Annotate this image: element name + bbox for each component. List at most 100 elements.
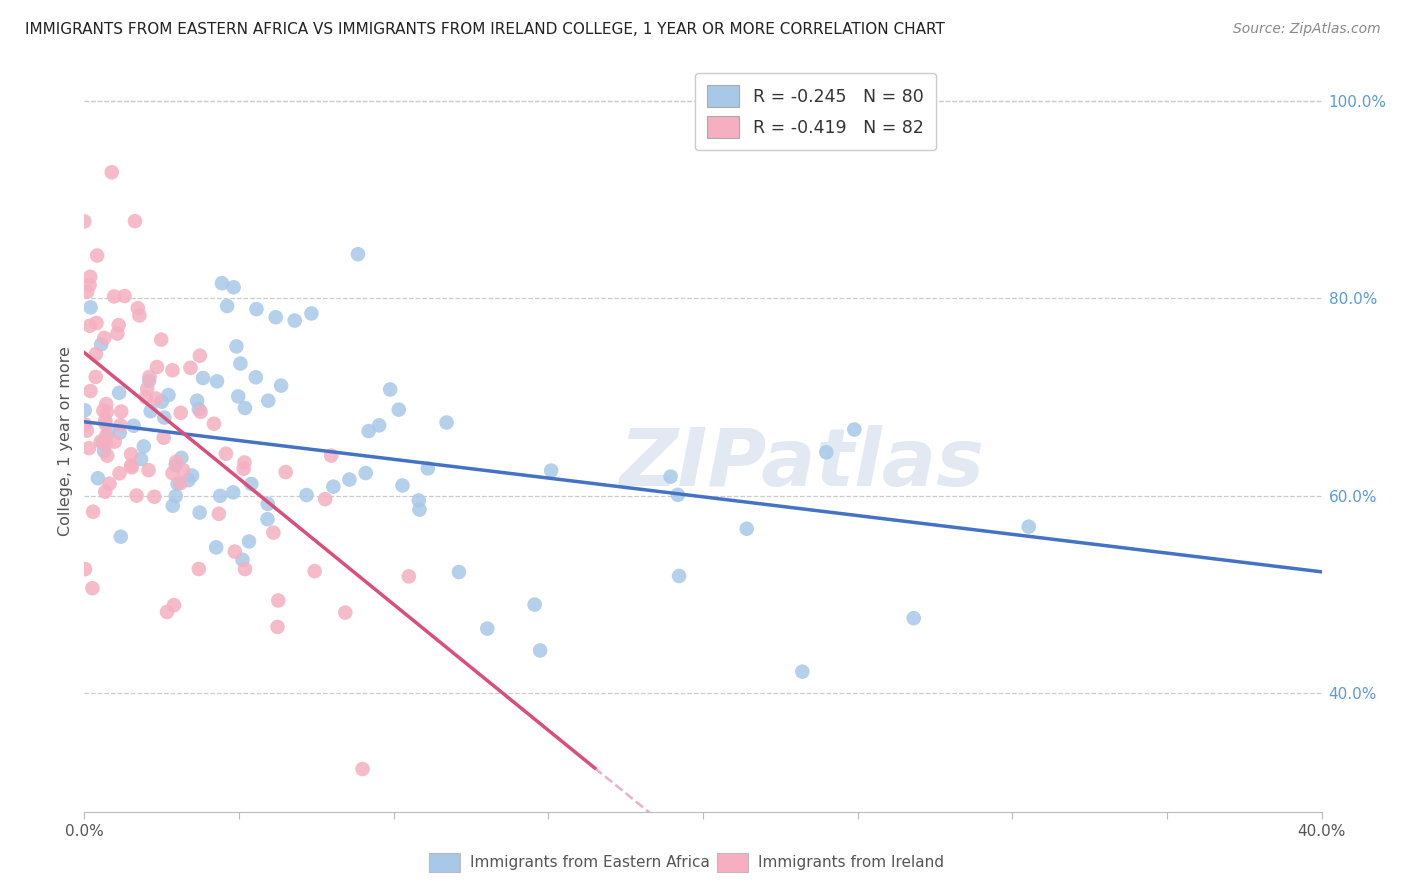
Point xyxy=(90,434,112,449)
Point xyxy=(181,468,204,483)
Point xyxy=(94,417,117,431)
Y-axis label: College, 1 year or more: College, 1 year or more xyxy=(58,347,73,536)
Point xyxy=(339,473,361,487)
Point xyxy=(138,369,160,384)
Point xyxy=(79,301,101,315)
Point xyxy=(208,507,231,521)
Point xyxy=(152,431,174,445)
Point xyxy=(205,374,228,388)
Point xyxy=(188,506,211,520)
Point xyxy=(90,337,112,351)
Point xyxy=(73,403,96,417)
Point xyxy=(104,434,127,449)
Point xyxy=(138,374,160,388)
Point xyxy=(267,593,290,607)
Point xyxy=(93,403,115,417)
Point xyxy=(156,605,179,619)
Point xyxy=(659,469,682,483)
Point xyxy=(108,467,131,481)
Point xyxy=(150,394,173,409)
Point xyxy=(165,455,187,469)
Point xyxy=(105,326,128,341)
Point xyxy=(187,562,209,576)
Point xyxy=(84,370,107,384)
Point xyxy=(215,447,238,461)
Text: IMMIGRANTS FROM EASTERN AFRICA VS IMMIGRANTS FROM IRELAND COLLEGE, 1 YEAR OR MOR: IMMIGRANTS FROM EASTERN AFRICA VS IMMIGR… xyxy=(25,22,945,37)
Point xyxy=(257,393,280,408)
Point xyxy=(91,436,114,450)
Point xyxy=(388,402,411,417)
Point xyxy=(322,480,344,494)
Point xyxy=(188,349,211,363)
Point xyxy=(357,424,380,438)
Point xyxy=(110,418,132,433)
Point xyxy=(162,499,184,513)
Point xyxy=(232,462,254,476)
Point xyxy=(165,489,187,503)
Point xyxy=(138,463,160,477)
Point xyxy=(529,643,551,657)
Point xyxy=(416,461,439,475)
Point xyxy=(150,333,173,347)
Point xyxy=(256,512,278,526)
Point xyxy=(143,490,166,504)
Point xyxy=(321,449,343,463)
Point xyxy=(79,318,101,333)
Point xyxy=(93,331,115,345)
Point xyxy=(136,382,159,396)
Point xyxy=(110,404,132,418)
Point xyxy=(73,562,96,576)
Point xyxy=(94,413,117,427)
Point xyxy=(226,389,249,403)
Point xyxy=(121,460,143,475)
Point xyxy=(270,378,292,392)
Point xyxy=(262,525,284,540)
Point xyxy=(274,465,297,479)
Point xyxy=(256,497,278,511)
Point xyxy=(108,425,131,440)
Point xyxy=(229,357,252,371)
Point xyxy=(190,405,212,419)
Point xyxy=(352,762,374,776)
Point xyxy=(301,306,323,320)
Point xyxy=(96,449,118,463)
Point xyxy=(82,505,104,519)
Point xyxy=(84,347,107,361)
Point xyxy=(284,313,307,327)
Point xyxy=(735,522,758,536)
Point xyxy=(93,443,115,458)
Point xyxy=(304,564,326,578)
Point xyxy=(378,383,401,397)
Point xyxy=(76,424,98,438)
Point xyxy=(146,359,169,374)
Point xyxy=(903,611,925,625)
Point xyxy=(232,552,254,566)
Point xyxy=(76,285,98,299)
Point xyxy=(245,302,267,317)
Point xyxy=(79,277,101,292)
Point xyxy=(114,289,136,303)
Point xyxy=(211,277,233,291)
Point xyxy=(233,455,256,469)
Point xyxy=(162,467,184,481)
Point xyxy=(186,393,208,408)
Point xyxy=(295,488,318,502)
Point xyxy=(94,484,117,499)
Point xyxy=(540,464,562,478)
Point xyxy=(187,402,209,417)
Point xyxy=(162,363,184,377)
Point xyxy=(224,544,246,558)
Point xyxy=(233,562,256,576)
Point xyxy=(169,476,191,491)
Point xyxy=(792,665,814,679)
Point xyxy=(179,360,201,375)
Point xyxy=(139,404,162,418)
Point xyxy=(73,214,96,228)
Point xyxy=(205,541,228,555)
Point xyxy=(202,417,225,431)
Point xyxy=(391,478,413,492)
Point xyxy=(523,598,546,612)
Point xyxy=(77,441,100,455)
Point xyxy=(165,458,187,472)
Point xyxy=(79,269,101,284)
